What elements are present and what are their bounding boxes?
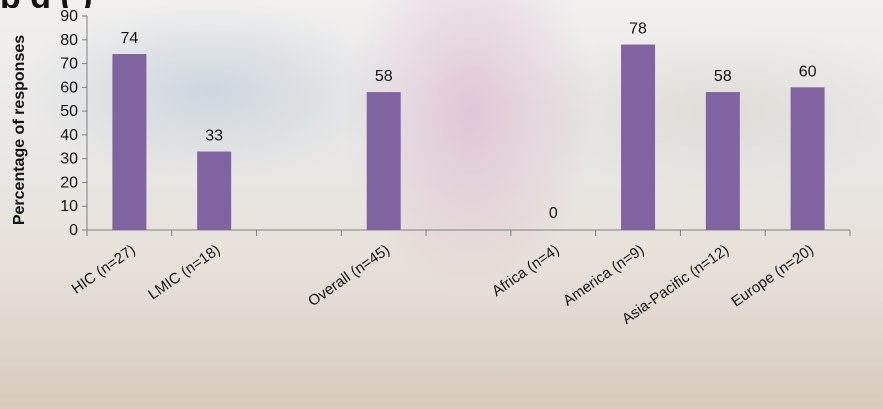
data-label: 78 (629, 21, 647, 38)
y-tick-label: 40 (60, 127, 78, 144)
data-label: 0 (549, 205, 558, 222)
bar (705, 92, 740, 230)
y-tick-label: 80 (60, 32, 78, 49)
x-tick-label: America (n=9) (560, 241, 647, 309)
bar (112, 54, 147, 230)
bar (790, 87, 825, 230)
data-label: 60 (799, 63, 817, 80)
y-tick-label: 20 (60, 174, 78, 191)
y-tick-label: 70 (60, 56, 78, 73)
y-tick-label: 10 (60, 198, 78, 215)
data-label: 58 (714, 68, 732, 85)
x-tick-label: Europe (n=20) (728, 241, 817, 310)
data-label: 74 (120, 30, 138, 47)
chart-title-fragment: p g ( ) (0, 0, 883, 8)
bar (197, 151, 232, 230)
x-tick-label: HIC (n=27) (68, 241, 138, 297)
bar (366, 92, 401, 230)
x-tick-label: Africa (n=4) (489, 241, 563, 300)
bar (621, 44, 656, 231)
x-tick-label: LMIC (n=18) (145, 241, 223, 303)
y-tick-label: 30 (60, 151, 78, 168)
data-label: 33 (205, 128, 223, 145)
y-tick-label: 0 (69, 222, 78, 239)
y-tick-label: 60 (60, 79, 78, 96)
y-tick-label: 50 (60, 103, 78, 120)
data-label: 58 (375, 68, 393, 85)
y-tick-label: 90 (60, 8, 78, 25)
x-tick-label: Overall (n=45) (305, 241, 393, 310)
